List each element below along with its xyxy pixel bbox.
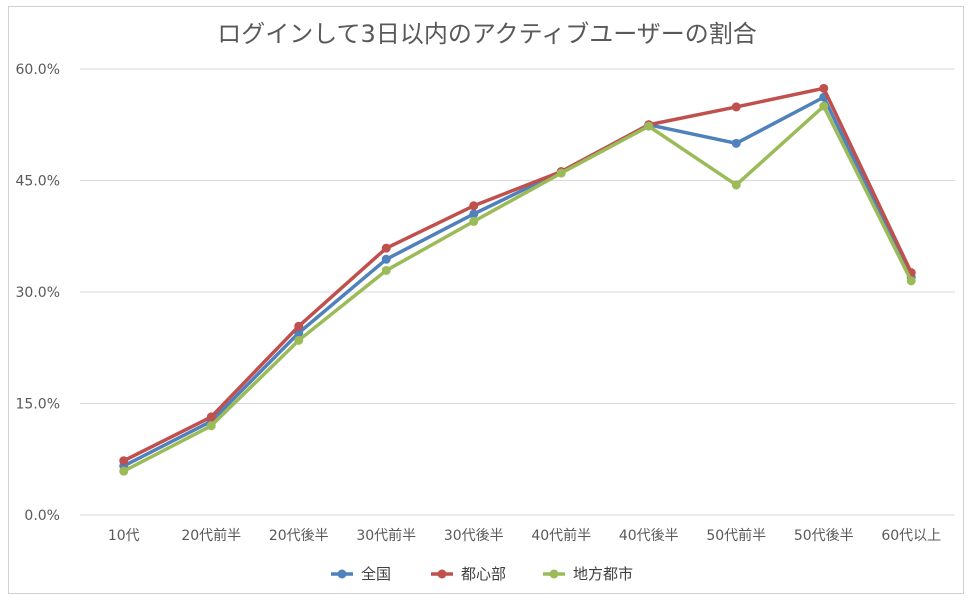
- data-point: [819, 101, 829, 111]
- y-tick-label: 60.0%: [16, 62, 60, 78]
- data-point: [731, 138, 741, 148]
- x-tick-label: 20代前半: [181, 527, 241, 544]
- y-axis-ticks: 0.0% 15.0% 30.0% 45.0% 60.0%: [16, 62, 60, 524]
- legend-swatch-marker: [437, 569, 447, 579]
- x-tick-label: 50代前半: [706, 527, 766, 544]
- legend: 全国 都心部 地方都市: [331, 565, 633, 583]
- data-point: [206, 412, 216, 422]
- legend-label: 都心部: [461, 565, 506, 583]
- series-2: [119, 83, 916, 466]
- chart-frame: [8, 6, 964, 594]
- legend-item: 全国: [331, 565, 391, 583]
- x-tick-label: 60代以上: [881, 528, 941, 544]
- series-3: [119, 101, 916, 476]
- data-point: [294, 321, 304, 331]
- data-point: [119, 456, 129, 466]
- x-tick-label: 40代後半: [619, 528, 679, 544]
- legend-label: 地方都市: [573, 565, 633, 583]
- series-line: [122, 86, 913, 463]
- data-point: [206, 421, 216, 431]
- legend-swatch-marker: [549, 569, 559, 579]
- y-tick-label: 30.0%: [16, 285, 60, 301]
- x-tick-label: 20代後半: [269, 528, 329, 544]
- data-point: [294, 335, 304, 345]
- x-tick-label: 50代後半: [794, 528, 854, 544]
- legend-item: 都心部: [431, 565, 506, 583]
- data-point: [381, 265, 391, 275]
- series-line: [122, 104, 913, 473]
- data-point: [469, 216, 479, 226]
- legend-item: 地方都市: [543, 565, 633, 583]
- data-point: [119, 466, 129, 476]
- data-point: [644, 121, 654, 131]
- data-point: [469, 209, 479, 219]
- series-group: [119, 83, 916, 476]
- x-axis-ticks: 10代 20代前半 20代後半 30代前半 30代後半 40代前半 40代後半 50代前半 50…: [108, 527, 941, 544]
- x-tick-label: 30代後半: [444, 528, 504, 544]
- x-tick-label: 40代前半: [531, 527, 591, 544]
- data-point: [819, 83, 829, 93]
- data-point: [906, 276, 916, 286]
- data-point: [469, 201, 479, 211]
- y-tick-label: 15.0%: [16, 397, 60, 413]
- legend-label: 全国: [361, 565, 391, 583]
- data-point: [381, 243, 391, 253]
- y-tick-label: 0.0%: [24, 508, 60, 524]
- series-line: [122, 95, 913, 468]
- chart-title: ログインして3日以内のアクティブユーザーの割合: [217, 20, 757, 48]
- data-point: [381, 254, 391, 264]
- series-1: [119, 92, 916, 471]
- data-point: [731, 102, 741, 112]
- y-tick-label: 45.0%: [16, 174, 60, 190]
- legend-swatch-marker: [337, 569, 347, 579]
- data-point: [556, 168, 566, 178]
- x-tick-label: 30代前半: [356, 527, 416, 544]
- gridlines: [80, 68, 955, 516]
- x-tick-label: 10代: [108, 528, 140, 544]
- data-point: [731, 180, 741, 190]
